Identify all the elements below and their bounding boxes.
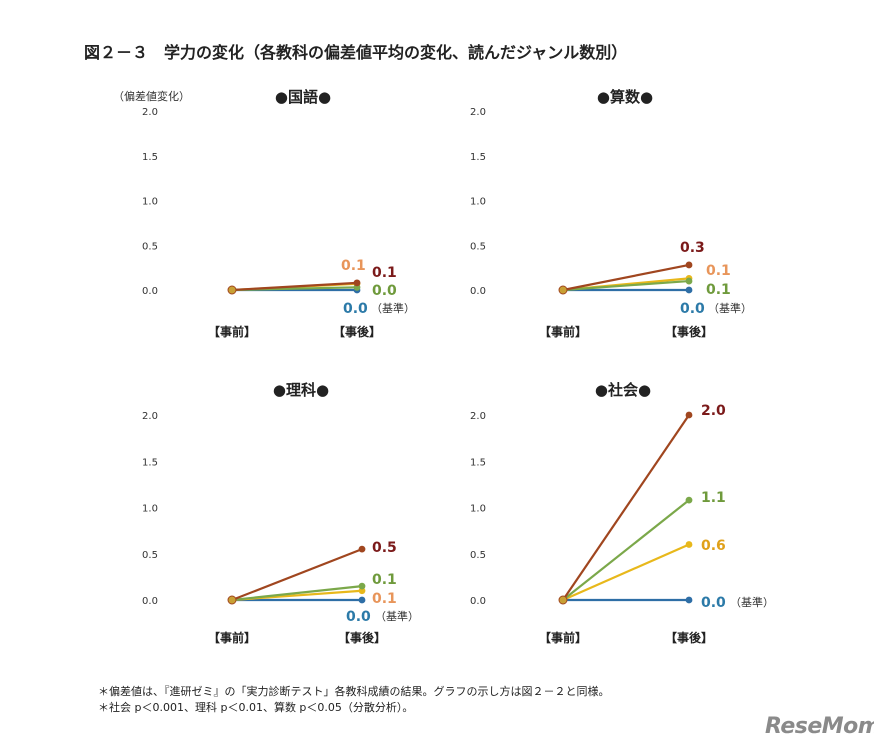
data-point-green	[358, 582, 366, 590]
y-tick-label: 0.5	[470, 550, 486, 561]
value-label-blue: 0.0	[680, 301, 705, 317]
category-label: 【事後】	[333, 324, 381, 339]
series-line-brown	[231, 548, 363, 602]
data-point-brown	[358, 545, 366, 553]
series-line-green	[562, 279, 690, 292]
y-tick-label: 2.0	[470, 411, 486, 422]
y-tick-label: 2.0	[470, 107, 486, 118]
chart-title: ●算数●	[597, 88, 653, 106]
data-point-blue	[685, 286, 693, 294]
chart-title: ●国語●	[275, 88, 331, 106]
baseline-note: （基準）	[375, 609, 419, 623]
y-tick-label: 0.0	[142, 286, 158, 297]
value-label-yellow: 0.6	[701, 538, 726, 554]
y-tick-label: 0.0	[470, 286, 486, 297]
figure-title: 図２－３ 学力の変化（各教科の偏差値平均の変化、読んだジャンル数別）	[84, 43, 628, 62]
y-tick-label: 1.0	[470, 197, 486, 208]
series-line-green	[231, 585, 363, 602]
data-point-start	[227, 285, 237, 295]
value-label-brown: 2.0	[701, 403, 726, 419]
value-label-green: 0.0	[372, 283, 397, 299]
y-tick-label: 0.5	[142, 241, 158, 252]
y-tick-label: 0.5	[470, 241, 486, 252]
series-line-brown	[562, 414, 690, 601]
baseline-note: （基準）	[730, 595, 774, 609]
series-line-brown	[231, 281, 358, 292]
value-label-yellow: 0.1	[706, 263, 731, 279]
chart-title: ●社会●	[595, 381, 651, 399]
category-label: 【事前】	[539, 324, 587, 339]
y-tick-label: 1.5	[142, 152, 158, 163]
y-tick-label: 2.0	[142, 107, 158, 118]
data-point-start	[558, 595, 568, 605]
y-tick-label: 1.5	[470, 152, 486, 163]
series-line-yellow	[562, 543, 690, 602]
value-label-blue: 0.0	[346, 609, 371, 625]
y-tick-label: 1.0	[142, 197, 158, 208]
category-label: 【事前】	[208, 324, 256, 339]
y-tick-label: 0.5	[142, 550, 158, 561]
value-label-brown: 0.3	[680, 240, 705, 256]
series-line-brown	[562, 263, 690, 292]
data-point-green	[685, 496, 693, 504]
series-line-green	[562, 499, 690, 601]
y-tick-label: 0.0	[470, 596, 486, 607]
value-label-yellow: 0.1	[372, 591, 397, 607]
y-axis-unit-label: （偏差値変化）	[113, 90, 190, 103]
data-point-brown	[685, 261, 693, 269]
data-point-brown	[353, 279, 361, 287]
data-point-green	[685, 277, 693, 285]
value-label-yellow: 0.1	[341, 258, 366, 274]
y-tick-label: 2.0	[142, 411, 158, 422]
category-label: 【事後】	[665, 324, 713, 339]
chart-title: ●理科●	[273, 381, 329, 399]
value-label-brown: 0.1	[372, 265, 397, 281]
data-point-start	[227, 595, 237, 605]
value-label-green: 1.1	[701, 490, 726, 506]
data-point-yellow	[685, 541, 693, 548]
value-label-blue: 0.0	[343, 301, 368, 317]
data-point-blue	[358, 596, 366, 604]
y-tick-label: 1.0	[142, 504, 158, 515]
data-point-start	[558, 285, 568, 295]
resemom-logo: ReseMom	[765, 714, 874, 739]
y-tick-label: 0.0	[142, 596, 158, 607]
value-label-brown: 0.5	[372, 540, 397, 556]
footnote-1: ＊偏差値は、『進研ゼミ』の「実力診断テスト」各教科成績の結果。グラフの示し方は図…	[98, 685, 610, 698]
category-label: 【事前】	[539, 630, 587, 645]
value-label-blue: 0.0	[701, 595, 726, 611]
baseline-note: （基準）	[371, 301, 415, 315]
y-tick-label: 1.5	[470, 457, 486, 468]
value-label-green: 0.1	[372, 572, 397, 588]
value-label-green: 0.1	[706, 282, 731, 298]
footnote-2: ＊社会 p＜0.001、理科 p＜0.01、算数 p＜0.05（分散分析）。	[98, 701, 414, 714]
y-tick-label: 1.0	[470, 504, 486, 515]
y-tick-label: 1.5	[142, 457, 158, 468]
category-label: 【事前】	[208, 630, 256, 645]
category-label: 【事後】	[665, 630, 713, 645]
data-point-blue	[685, 596, 693, 604]
baseline-note: （基準）	[708, 301, 752, 315]
data-point-brown	[685, 411, 693, 419]
category-label: 【事後】	[338, 630, 386, 645]
